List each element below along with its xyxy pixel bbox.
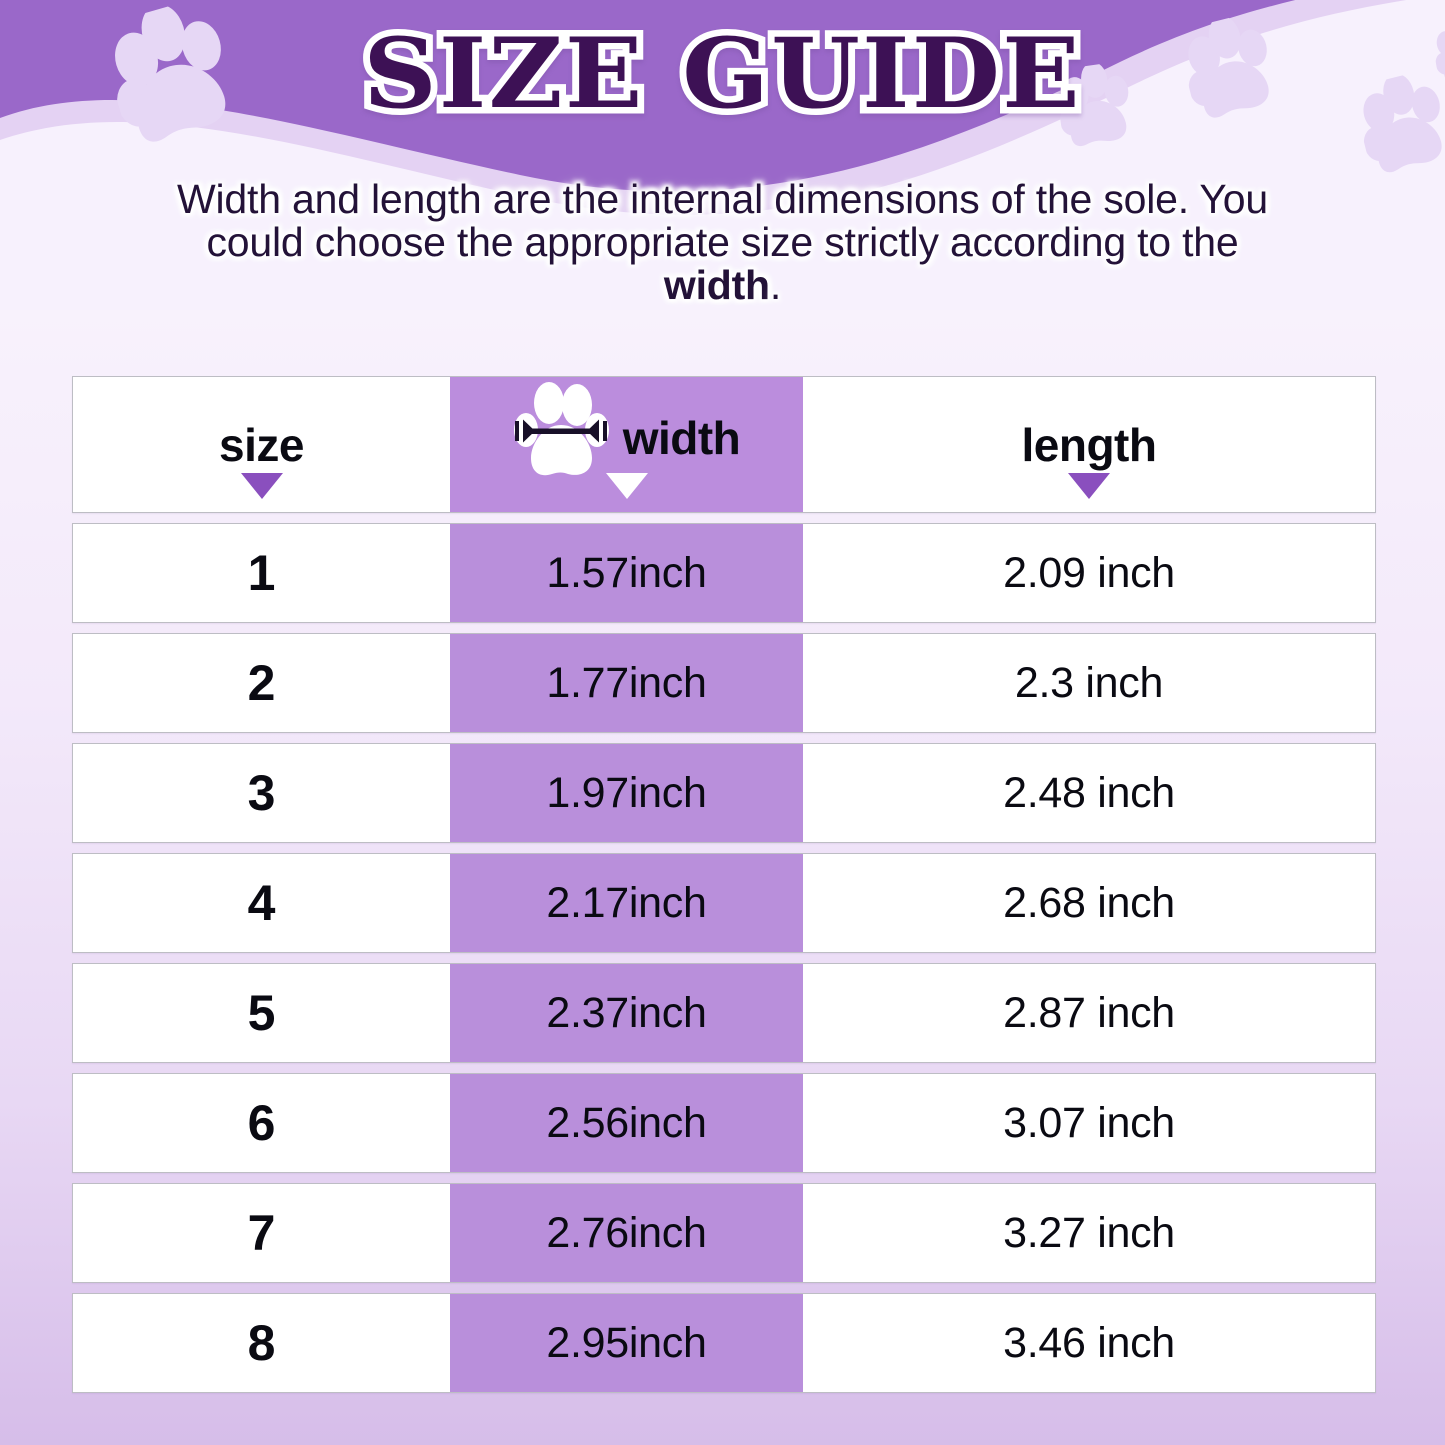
cell-size: 4 — [73, 854, 450, 952]
paw-print-icon — [1053, 60, 1138, 151]
column-header-width-label: width — [622, 411, 741, 464]
paw-print-icon — [1430, 17, 1445, 86]
cell-width-value: 1.57inch — [546, 548, 707, 597]
cell-size-value: 6 — [247, 1095, 276, 1151]
page-subtitle: Width and length are the internal dimens… — [0, 176, 1445, 309]
table-row: 6 2.56inch 3.07 inch — [72, 1073, 1376, 1173]
triangle-down-icon — [1068, 473, 1110, 499]
cell-size: 7 — [73, 1184, 450, 1282]
cell-length: 3.46 inch — [803, 1294, 1375, 1392]
cell-length-value: 3.27 inch — [1003, 1208, 1175, 1257]
cell-width: 1.57inch — [450, 524, 803, 622]
cell-width-value: 1.97inch — [546, 768, 707, 817]
cell-length-value: 2.87 inch — [1003, 988, 1175, 1037]
paw-width-measure-icon — [513, 381, 609, 486]
header-banner — [0, 0, 1445, 310]
cell-length-value: 2.3 inch — [1014, 658, 1164, 707]
cell-width: 2.76inch — [450, 1184, 803, 1282]
table-header-row: size — [72, 376, 1376, 513]
table-row: 8 2.95inch 3.46 inch — [72, 1293, 1376, 1393]
paw-print-icon — [96, 0, 248, 154]
cell-size: 3 — [73, 744, 450, 842]
subtitle-text-tail: . — [769, 262, 782, 309]
subtitle-emphasis-width: width — [663, 262, 770, 309]
page-title: SIZE GUIDE — [356, 17, 1086, 130]
cell-size-value: 7 — [247, 1205, 276, 1261]
column-header-width: width — [450, 377, 803, 512]
triangle-down-icon — [605, 473, 648, 499]
cell-size-value: 1 — [247, 545, 276, 601]
cell-width: 2.17inch — [450, 854, 803, 952]
table-row: 3 1.97inch 2.48 inch — [72, 743, 1376, 843]
cell-width: 2.37inch — [450, 964, 803, 1062]
cell-length: 2.3 inch — [803, 634, 1375, 732]
cell-size-value: 5 — [247, 985, 276, 1041]
banner-wave-shape — [0, 0, 1445, 310]
cell-width-value: 2.76inch — [546, 1208, 707, 1257]
cell-size: 1 — [73, 524, 450, 622]
triangle-down-icon — [240, 473, 283, 499]
column-header-size-label: size — [219, 418, 304, 471]
cell-width-value: 2.37inch — [546, 988, 707, 1037]
cell-length: 2.87 inch — [803, 964, 1375, 1062]
cell-width: 2.56inch — [450, 1074, 803, 1172]
table-row: 5 2.37inch 2.87 inch — [72, 963, 1376, 1063]
paw-print-icon — [1351, 67, 1445, 180]
cell-width: 1.97inch — [450, 744, 803, 842]
cell-size: 2 — [73, 634, 450, 732]
cell-size-value: 2 — [247, 655, 276, 711]
cell-length: 3.27 inch — [803, 1184, 1375, 1282]
cell-length: 3.07 inch — [803, 1074, 1375, 1172]
cell-width: 2.95inch — [450, 1294, 803, 1392]
cell-length-value: 2.48 inch — [1003, 768, 1175, 817]
cell-width-value: 2.56inch — [546, 1098, 707, 1147]
cell-length: 2.48 inch — [803, 744, 1375, 842]
cell-size: 8 — [73, 1294, 450, 1392]
column-header-size: size — [73, 377, 450, 512]
cell-size: 5 — [73, 964, 450, 1062]
table-row: 2 1.77inch 2.3 inch — [72, 633, 1376, 733]
size-guide-table: size — [72, 376, 1376, 1393]
cell-size: 6 — [73, 1074, 450, 1172]
column-header-length: length — [803, 377, 1375, 512]
cell-size-value: 3 — [247, 765, 276, 821]
cell-length: 2.68 inch — [803, 854, 1375, 952]
table-row: 7 2.76inch 3.27 inch — [72, 1183, 1376, 1283]
cell-width: 1.77inch — [450, 634, 803, 732]
cell-length-value: 2.09 inch — [1003, 548, 1175, 597]
cell-length: 2.09 inch — [803, 524, 1375, 622]
cell-size-value: 4 — [247, 875, 276, 931]
subtitle-text-lead: Width and length are the internal dimens… — [177, 176, 1268, 266]
cell-width-value: 2.17inch — [546, 878, 707, 927]
column-header-length-label: length — [1021, 418, 1157, 471]
cell-length-value: 3.46 inch — [1003, 1318, 1175, 1367]
cell-length-value: 3.07 inch — [1003, 1098, 1175, 1147]
table-row: 4 2.17inch 2.68 inch — [72, 853, 1376, 953]
cell-length-value: 2.68 inch — [1003, 878, 1175, 927]
cell-width-value: 2.95inch — [546, 1318, 707, 1367]
table-row: 1 1.57inch 2.09 inch — [72, 523, 1376, 623]
cell-width-value: 1.77inch — [546, 658, 707, 707]
cell-size-value: 8 — [247, 1315, 276, 1371]
paw-print-icon — [1175, 10, 1285, 126]
